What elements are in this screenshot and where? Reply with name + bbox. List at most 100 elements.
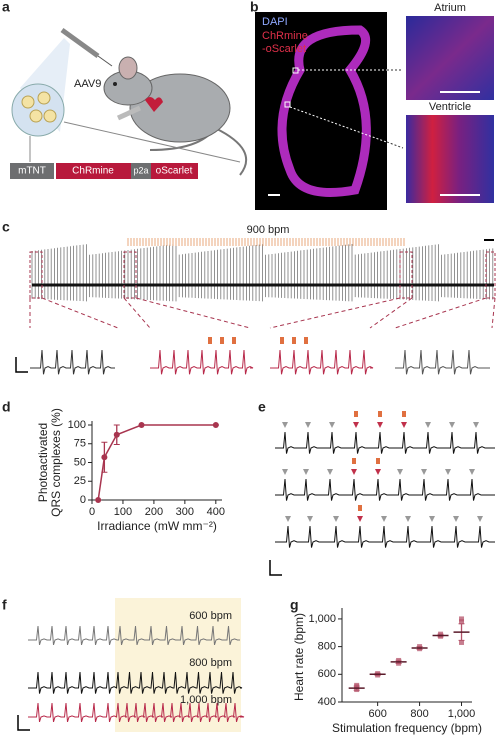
- x-axis-label: Irradiance (mW mm⁻²): [97, 519, 217, 533]
- data-point: [101, 454, 108, 461]
- construct-label: ChRmine: [72, 166, 114, 177]
- panel-letter: d: [2, 399, 11, 415]
- y-tick-label: 0: [80, 494, 86, 506]
- stim-mark: [292, 337, 296, 344]
- y-axis-label: QRS complexes (%): [49, 408, 63, 517]
- beat-marker: [429, 516, 435, 522]
- x-tick-label: 300: [176, 506, 194, 518]
- x-tick-label: 100: [114, 506, 132, 518]
- stim-mark: [378, 411, 382, 417]
- beat-marker: [473, 422, 479, 428]
- zoom-line: [41, 297, 119, 329]
- beat-marker: [377, 422, 383, 428]
- data-point: [95, 497, 102, 503]
- scale-bar: [269, 560, 282, 576]
- mouse-eye: [113, 82, 117, 86]
- needle: [97, 55, 113, 67]
- y-tick-label: 100: [68, 419, 86, 431]
- virus: [43, 109, 57, 123]
- atrium-image: [406, 16, 494, 100]
- y-tick-label: 1,000: [308, 613, 336, 625]
- ecg-trace: [275, 478, 495, 501]
- beat-marker: [303, 469, 309, 475]
- beat-marker: [357, 516, 363, 522]
- inset-label: Ventricle: [429, 101, 471, 113]
- beat-marker: [445, 469, 451, 475]
- vector-label: AAV9: [74, 78, 101, 90]
- zoom-line: [135, 297, 251, 329]
- stim-rate: 900 bpm: [247, 224, 290, 236]
- inset-label: Atrium: [434, 2, 466, 14]
- roi-line: [289, 106, 404, 149]
- zoom-box: [399, 251, 413, 299]
- virus: [37, 91, 51, 105]
- stim-mark: [352, 458, 356, 464]
- mouse-ear: [118, 56, 138, 80]
- beat-marker: [469, 469, 475, 475]
- panel-letter: g: [290, 597, 299, 613]
- ecg-trace: [395, 349, 490, 375]
- ecg-trace: [150, 349, 254, 375]
- stim-mark: [376, 458, 380, 464]
- data-point: [354, 682, 360, 688]
- beat-marker: [401, 422, 407, 428]
- rate-label: 600 bpm: [189, 610, 232, 622]
- stim-mark: [402, 411, 406, 417]
- beat-marker: [327, 469, 333, 475]
- rate-label: 1,000 bpm: [180, 694, 232, 706]
- ecg-trace: [28, 671, 243, 694]
- x-tick-label: 400: [207, 506, 225, 518]
- beat-marker: [405, 516, 411, 522]
- beat-marker: [425, 422, 431, 428]
- zoom-line: [394, 297, 487, 329]
- zoom-box: [123, 251, 137, 299]
- beat-marker: [329, 422, 335, 428]
- beat-marker: [285, 516, 291, 522]
- roi: [284, 101, 291, 108]
- virus: [29, 109, 43, 123]
- ecg-trace: [275, 525, 495, 548]
- x-axis-label: Stimulation frequency (bpm): [332, 721, 482, 735]
- y-axis-label: Photoactivated: [36, 423, 50, 502]
- beat-marker: [282, 422, 288, 428]
- ventricle-image: [406, 115, 494, 203]
- beat-marker: [421, 469, 427, 475]
- stain-label: ChRmine: [262, 30, 308, 42]
- panel-letter: a: [2, 0, 10, 15]
- construct-box: [131, 163, 151, 179]
- beat-marker: [333, 516, 339, 522]
- stim-mark: [280, 337, 284, 344]
- zoom-line: [269, 297, 401, 329]
- panel-letter: f: [2, 597, 7, 613]
- ecg-trace: [30, 349, 115, 375]
- construct-label: p2a: [133, 165, 148, 175]
- y-tick-label: 25: [74, 475, 86, 487]
- x-tick-label: 1,000: [448, 708, 476, 720]
- heart: [145, 97, 163, 112]
- roi-line: [386, 141, 404, 149]
- zoom-box: [485, 251, 496, 299]
- ecg-trace: [275, 431, 495, 454]
- stim-mark: [220, 337, 224, 344]
- data-point: [459, 619, 465, 625]
- beat-marker: [381, 516, 387, 522]
- beat-marker: [449, 422, 455, 428]
- mouse-body: [129, 73, 231, 143]
- beat-marker: [307, 516, 313, 522]
- ecg-trace: [28, 702, 245, 723]
- zoom-line: [491, 297, 496, 329]
- y-tick-label: 600: [318, 668, 336, 680]
- data-point: [459, 616, 465, 622]
- y-axis-label: Heart rate (bpm): [292, 613, 306, 701]
- y-tick-label: 400: [318, 696, 336, 708]
- stim-mark: [354, 411, 358, 417]
- scale-bar: [15, 357, 28, 373]
- beat-marker: [282, 469, 288, 475]
- syringe: [60, 27, 100, 59]
- data-point: [113, 431, 120, 438]
- beat-marker: [375, 469, 381, 475]
- ecg-trace: [28, 625, 240, 646]
- stim-mark: [358, 505, 362, 511]
- construct-box: [151, 163, 198, 179]
- construct-label: mTNT: [18, 166, 46, 177]
